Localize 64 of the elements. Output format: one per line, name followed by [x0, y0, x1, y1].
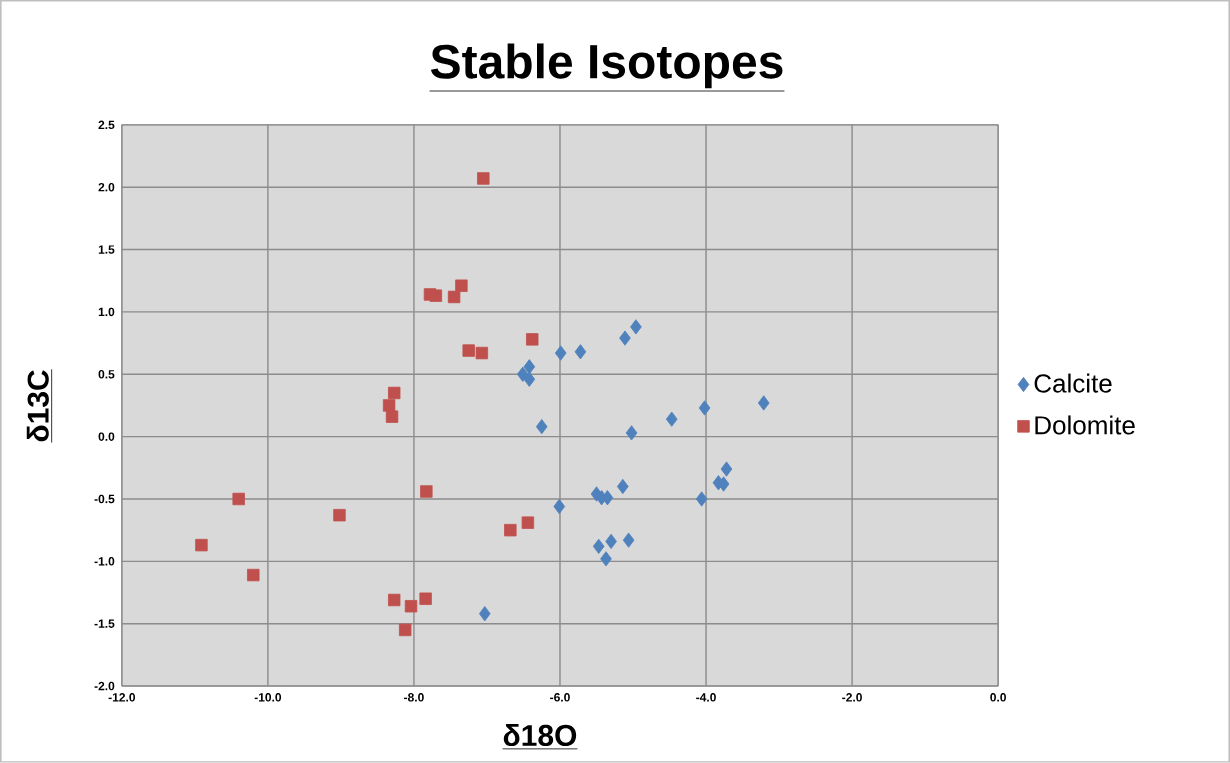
y-tick-label: 2.0 — [98, 183, 115, 192]
point — [404, 600, 418, 613]
point — [695, 491, 708, 507]
y-tick-label: -1.5 — [94, 619, 115, 628]
point — [388, 593, 401, 607]
chart-title: Stable Isotopes — [430, 43, 783, 89]
x-axis-title: δ18O — [503, 724, 577, 747]
point — [553, 498, 566, 515]
point — [720, 461, 733, 477]
point — [429, 289, 443, 302]
point — [419, 592, 432, 605]
point — [619, 330, 631, 346]
legend-label: Calcite — [1034, 373, 1112, 393]
point — [757, 395, 770, 411]
point — [398, 623, 412, 637]
point — [592, 538, 605, 555]
point — [420, 485, 433, 498]
point — [698, 400, 711, 416]
y-tick-label: -0.5 — [94, 494, 115, 504]
x-tick-label: -12.0 — [108, 693, 136, 702]
point — [385, 410, 399, 423]
point — [455, 279, 468, 292]
point — [247, 568, 260, 582]
point — [516, 366, 529, 382]
point — [462, 344, 475, 357]
point — [523, 371, 536, 387]
point — [388, 386, 401, 400]
point — [232, 492, 245, 506]
y-tick-label: 0.0 — [98, 432, 115, 441]
y-axis-title: δ13C — [26, 370, 49, 442]
point — [447, 290, 461, 304]
x-tick-label: -8.0 — [404, 693, 424, 702]
x-tick-label: -10.0 — [254, 693, 282, 702]
point — [523, 359, 536, 375]
legend-label: Dolomite — [1035, 415, 1135, 435]
y-tick-label: 2.5 — [98, 120, 115, 130]
point — [616, 478, 629, 495]
point — [622, 532, 635, 548]
point — [195, 538, 208, 552]
point — [554, 345, 567, 361]
point — [665, 411, 678, 427]
y-tick-label: -1.0 — [94, 557, 115, 566]
point — [521, 516, 535, 529]
point — [535, 419, 548, 435]
y-tick-label: 1.5 — [98, 245, 115, 254]
point — [526, 333, 539, 346]
point — [625, 425, 638, 441]
point — [600, 551, 612, 567]
y-tick-label: 0.5 — [98, 370, 115, 379]
y-tick-label: -2.0 — [94, 681, 115, 691]
x-tick-label: -6.0 — [550, 693, 570, 702]
point — [478, 606, 491, 622]
point — [382, 399, 396, 412]
point — [333, 509, 346, 522]
x-tick-label: -4.0 — [696, 693, 716, 702]
point — [605, 533, 617, 550]
x-tick-label: 0.0 — [990, 693, 1006, 702]
point — [574, 344, 587, 360]
x-tick-label: -2.0 — [842, 693, 862, 702]
y-tick-label: 1.0 — [98, 307, 115, 317]
point — [630, 319, 642, 335]
point — [477, 172, 490, 185]
point — [504, 524, 517, 537]
point — [475, 346, 489, 360]
